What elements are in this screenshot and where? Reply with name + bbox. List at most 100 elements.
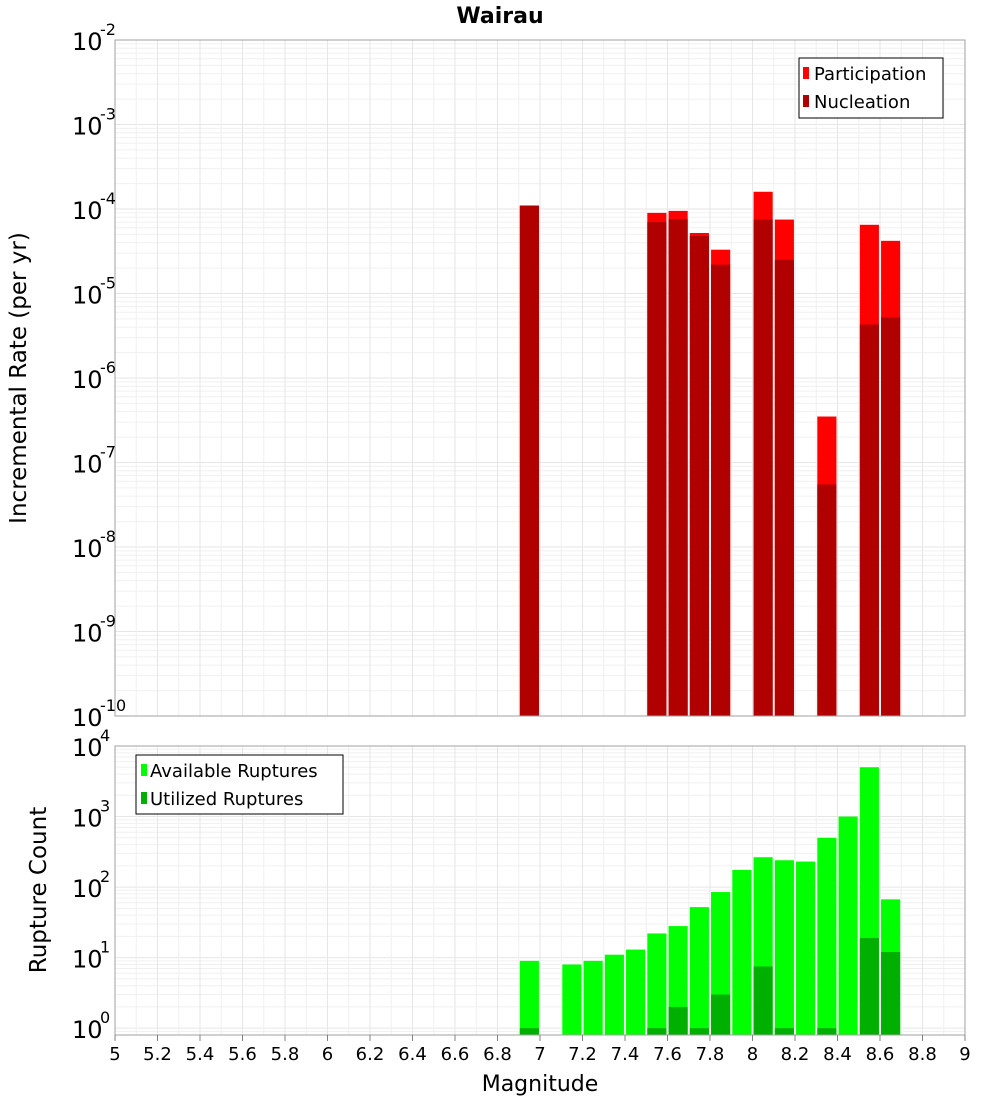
available-ruptures-bar bbox=[562, 964, 582, 1035]
available-ruptures-bar bbox=[689, 907, 709, 1035]
y-tick-exponent: 2 bbox=[100, 867, 110, 886]
available-ruptures-bar bbox=[838, 816, 858, 1035]
y-tick-exponent: -5 bbox=[100, 274, 116, 293]
top-plot-frame bbox=[114, 39, 966, 717]
bottom-legend-box bbox=[135, 754, 344, 815]
nucleation-bar bbox=[753, 219, 773, 717]
y-tick-label: 10 bbox=[72, 875, 103, 903]
utilized-ruptures-bar bbox=[859, 937, 879, 1035]
utilized-ruptures-bar bbox=[774, 1028, 794, 1035]
y-tick-label: 10 bbox=[72, 451, 103, 479]
nucleation-bar bbox=[668, 219, 688, 716]
top-grid bbox=[114, 40, 966, 716]
nucleation-bar bbox=[774, 259, 794, 716]
participation-legend-label: Participation bbox=[814, 64, 926, 85]
available-legend-swatch bbox=[141, 764, 147, 776]
utilized-legend-label: Utilized Ruptures bbox=[150, 789, 303, 810]
x-tick-label: 8.6 bbox=[866, 1044, 895, 1065]
chart-title: Wairau bbox=[456, 4, 543, 29]
y-tick-label: 10 bbox=[72, 197, 103, 225]
y-tick-label: 10 bbox=[72, 805, 103, 833]
x-tick-label: 7.8 bbox=[696, 1044, 725, 1065]
x-tick-label: 6.4 bbox=[398, 1044, 427, 1065]
y-tick-exponent: -4 bbox=[100, 189, 116, 208]
available-ruptures-bar bbox=[732, 869, 752, 1035]
y-tick-exponent: -8 bbox=[100, 527, 116, 546]
y-tick-exponent: -7 bbox=[100, 443, 116, 462]
participation-legend-swatch bbox=[803, 67, 809, 79]
y-tick-exponent: -2 bbox=[100, 20, 116, 39]
nucleation-bar bbox=[859, 324, 879, 716]
x-tick-label: 8.4 bbox=[823, 1044, 852, 1065]
x-tick-label: 7.4 bbox=[611, 1044, 640, 1065]
utilized-ruptures-bar bbox=[668, 1006, 688, 1035]
y-tick-label: 10 bbox=[72, 113, 103, 141]
y-tick-exponent: 4 bbox=[100, 726, 110, 745]
top-y-axis-label: Incremental Rate (per yr) bbox=[6, 232, 32, 524]
top-legend: Participation Nucleation bbox=[798, 57, 944, 119]
x-tick-label: 5.2 bbox=[143, 1044, 172, 1065]
y-tick-exponent: -9 bbox=[100, 612, 116, 631]
y-tick-exponent: -3 bbox=[100, 105, 116, 124]
nucleation-bar bbox=[647, 222, 667, 716]
available-ruptures-bar bbox=[604, 954, 624, 1035]
bottom-legend: Available Ruptures Utilized Ruptures bbox=[135, 754, 344, 815]
nucleation-bar bbox=[881, 317, 901, 716]
x-tick-label: 8.2 bbox=[781, 1044, 810, 1065]
y-tick-label: 10 bbox=[72, 734, 103, 762]
available-ruptures-bar bbox=[817, 837, 837, 1035]
y-tick-label: 10 bbox=[72, 28, 103, 56]
utilized-ruptures-bar bbox=[881, 952, 901, 1035]
y-tick-label: 10 bbox=[72, 620, 103, 648]
available-ruptures-bar bbox=[647, 933, 667, 1035]
nucleation-bar bbox=[689, 235, 709, 716]
utilized-ruptures-bar bbox=[647, 1028, 667, 1035]
x-tick-label: 8 bbox=[747, 1044, 758, 1065]
available-ruptures-bar bbox=[626, 949, 646, 1035]
y-tick-label: 10 bbox=[72, 535, 103, 563]
utilized-ruptures-bar bbox=[519, 1028, 539, 1035]
x-axis-label: Magnitude bbox=[482, 1072, 599, 1097]
y-tick-label: 10 bbox=[72, 1016, 103, 1044]
x-tick-label: 7.2 bbox=[568, 1044, 597, 1065]
x-tick-label: 6 bbox=[322, 1044, 333, 1065]
utilized-ruptures-bar bbox=[753, 966, 773, 1035]
nucleation-legend-swatch bbox=[803, 95, 809, 107]
y-tick-label: 10 bbox=[72, 366, 103, 394]
available-ruptures-bar bbox=[519, 960, 539, 1035]
utilized-ruptures-bar bbox=[711, 994, 731, 1035]
x-tick-label: 5 bbox=[109, 1044, 120, 1065]
top-bars bbox=[519, 191, 901, 717]
x-tick-label: 7 bbox=[534, 1044, 545, 1065]
utilized-ruptures-bar bbox=[817, 1028, 837, 1035]
x-tick-label: 7.6 bbox=[653, 1044, 682, 1065]
available-ruptures-bar bbox=[796, 861, 816, 1035]
x-tick-label: 9 bbox=[959, 1044, 970, 1065]
available-ruptures-bar bbox=[774, 860, 794, 1035]
utilized-ruptures-bar bbox=[689, 1028, 709, 1035]
bottom-bars bbox=[519, 767, 901, 1035]
x-tick-labels: 5 5.2 5.4 5.6 5.8 6 6.2 6.4 6.6 6.8 7 7.2 7.4 7.6 7.8 8… bbox=[109, 1035, 971, 1065]
nucleation-bar bbox=[711, 264, 731, 716]
utilized-legend-swatch bbox=[141, 792, 147, 804]
x-tick-label: 5.8 bbox=[271, 1044, 300, 1065]
available-ruptures-bar bbox=[583, 960, 603, 1035]
bottom-y-axis-label: Rupture Count bbox=[26, 807, 52, 973]
nucleation-bar bbox=[817, 484, 837, 716]
y-tick-label: 10 bbox=[72, 704, 103, 732]
x-tick-label: 8.8 bbox=[908, 1044, 937, 1065]
x-tick-label: 6.2 bbox=[356, 1044, 385, 1065]
y-tick-label: 10 bbox=[72, 946, 103, 974]
y-tick-exponent: -10 bbox=[100, 696, 126, 715]
available-legend-label: Available Ruptures bbox=[150, 761, 318, 782]
top-legend-box bbox=[798, 57, 944, 119]
y-tick-label: 10 bbox=[72, 282, 103, 310]
y-tick-exponent: 3 bbox=[100, 797, 110, 816]
x-tick-label: 6.8 bbox=[483, 1044, 512, 1065]
x-tick-label: 5.6 bbox=[228, 1044, 257, 1065]
nucleation-legend-label: Nucleation bbox=[814, 92, 910, 113]
